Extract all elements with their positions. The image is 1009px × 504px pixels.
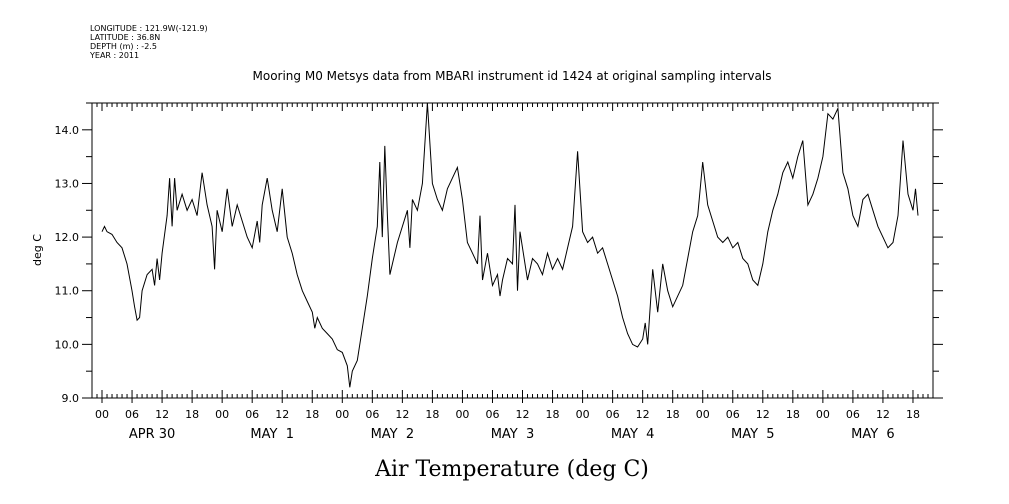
day-label: MAY 3	[491, 427, 535, 442]
x-tick-label: 00	[215, 408, 229, 421]
y-tick-labels: 9.0 10.0 11.0 12.0 13.0 14.0	[55, 124, 80, 405]
x-tick-label: 00	[816, 408, 830, 421]
day-label: MAY 1	[250, 427, 294, 442]
chart-title: Mooring M0 Metsys data from MBARI instru…	[253, 69, 772, 83]
y-tick-label: 10.0	[55, 338, 80, 351]
x-tick-label: 12	[876, 408, 890, 421]
year-label: YEAR : 2011	[89, 51, 139, 60]
x-tick-label: 00	[576, 408, 590, 421]
x-tick-label: 00	[455, 408, 469, 421]
y-tick-label: 14.0	[55, 124, 80, 137]
x-tick-label: 06	[125, 408, 139, 421]
y-tick-label: 9.0	[62, 392, 80, 405]
y-tick-label: 11.0	[55, 285, 80, 298]
day-label: MAY 6	[851, 427, 895, 442]
x-tick-label: 12	[275, 408, 289, 421]
x-tick-label: 00	[95, 408, 109, 421]
x-tick-label: 12	[155, 408, 169, 421]
x-tick-label: 12	[756, 408, 770, 421]
depth-label: DEPTH (m) : -2.5	[90, 42, 157, 51]
x-tick-label: 18	[666, 408, 680, 421]
day-label: MAY 4	[611, 427, 655, 442]
x-tick-label: 00	[696, 408, 710, 421]
x-tick-label: 12	[636, 408, 650, 421]
day-labels: APR 30 MAY 1 MAY 2 MAY 3 MAY 4 MAY 5 MAY 6	[129, 427, 895, 442]
x-tick-label: 00	[335, 408, 349, 421]
axis-ticks	[82, 102, 943, 403]
day-label: APR 30	[129, 427, 175, 442]
y-tick-label: 13.0	[55, 177, 80, 190]
x-tick-label: 06	[245, 408, 259, 421]
x-tick-label: 18	[546, 408, 560, 421]
x-tick-label: 06	[726, 408, 740, 421]
x-tick-label: 18	[906, 408, 920, 421]
x-tick-label: 06	[606, 408, 620, 421]
temperature-series-line	[101, 102, 919, 388]
x-tick-label: 18	[185, 408, 199, 421]
y-tick-label: 12.0	[55, 231, 80, 244]
x-tick-label: 18	[425, 408, 439, 421]
longitude-label: LONGITUDE : 121.9W(-121.9)	[90, 24, 208, 33]
x-axis-label: Air Temperature (deg C)	[374, 457, 649, 482]
latitude-label: LATITUDE : 36.8N	[90, 33, 160, 42]
x-tick-label: 12	[395, 408, 409, 421]
day-label: MAY 2	[371, 427, 415, 442]
x-tick-label: 18	[786, 408, 800, 421]
x-tick-labels: 00 06 12 18 00 06 12 18 00 06 12 18 00 06 12 18 00 06 12 18…	[95, 408, 920, 421]
y-axis-label: deg C	[31, 234, 44, 266]
x-tick-label: 06	[485, 408, 499, 421]
plot-frame	[91, 102, 934, 399]
x-tick-label: 12	[516, 408, 530, 421]
x-tick-label: 06	[365, 408, 379, 421]
day-label: MAY 5	[731, 427, 775, 442]
x-tick-label: 18	[305, 408, 319, 421]
x-tick-label: 06	[846, 408, 860, 421]
